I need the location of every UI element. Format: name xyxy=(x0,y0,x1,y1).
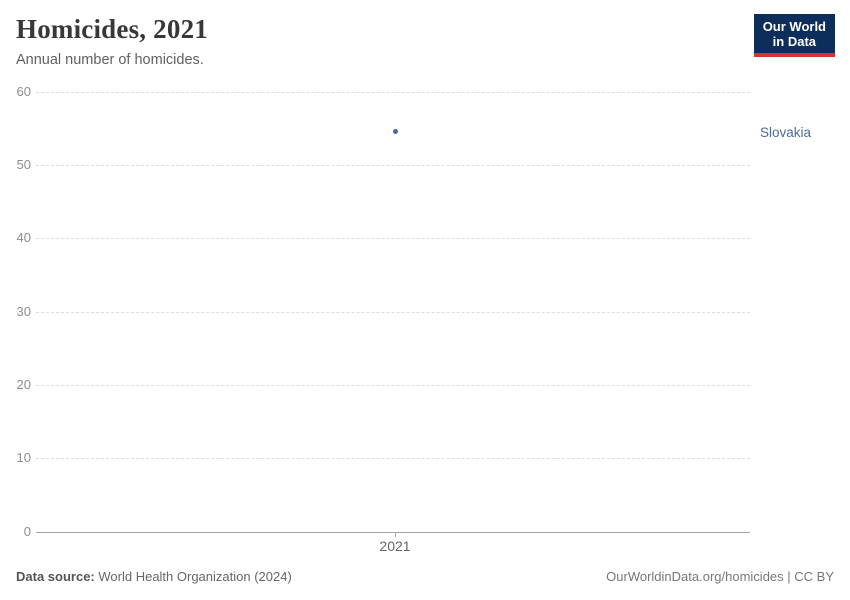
y-axis-tick-label: 20 xyxy=(16,376,31,392)
owid-logo[interactable]: Our World in Data xyxy=(753,14,835,57)
y-axis-tick-label: 0 xyxy=(23,523,31,539)
chart-footer: Data source: World Health Organization (… xyxy=(16,569,834,584)
gridline xyxy=(36,458,750,460)
chart-title: Homicides, 2021 xyxy=(16,14,208,44)
data-source-label: Data source: xyxy=(16,569,95,584)
attribution-link[interactable]: OurWorldinData.org/homicides | CC BY xyxy=(606,569,834,584)
x-axis-tick xyxy=(395,531,396,537)
y-axis-tick-label: 30 xyxy=(16,303,31,319)
gridline xyxy=(36,238,750,240)
y-axis-tick-label: 50 xyxy=(16,156,31,172)
owid-logo-line1: Our World xyxy=(762,19,826,34)
gridline xyxy=(36,91,750,93)
y-axis-tick-label: 40 xyxy=(16,230,31,246)
owid-logo-line2: in Data xyxy=(772,34,817,49)
data-source-value: World Health Organization (2024) xyxy=(98,569,292,584)
gridline xyxy=(36,164,750,166)
y-axis-tick-label: 10 xyxy=(16,450,31,466)
y-axis-tick-label: 60 xyxy=(16,83,31,99)
data-source: Data source: World Health Organization (… xyxy=(16,569,292,584)
gridline xyxy=(36,384,750,386)
chart-subtitle: Annual number of homicides. xyxy=(16,52,204,68)
x-axis-line xyxy=(36,531,750,533)
gridline xyxy=(36,311,750,313)
entity-label-slovakia[interactable]: Slovakia xyxy=(760,124,812,140)
data-point-slovakia[interactable] xyxy=(392,129,398,135)
x-axis-tick-label: 2021 xyxy=(379,537,411,554)
